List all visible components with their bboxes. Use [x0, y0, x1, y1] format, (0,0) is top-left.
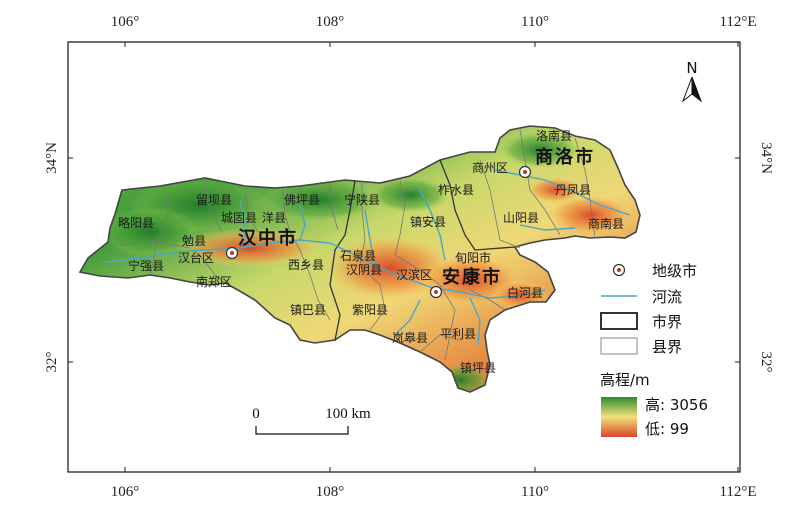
county-label-langao: 岚皋县 [392, 330, 428, 345]
county-label-chenggu: 城固县 [221, 211, 257, 225]
legend-label-river: 河流 [652, 288, 682, 306]
scale-bar-start-label: 0 [252, 406, 260, 422]
elevation-color-ramp [601, 397, 637, 437]
county-label-ningshan: 宁陕县 [344, 192, 380, 207]
county-label-hantai: 汉台区 [178, 250, 214, 265]
city-point-icon [612, 263, 626, 277]
legend-elevation-high: 高: 3056 [645, 396, 708, 414]
county-label-shangnan: 商南县 [588, 216, 624, 231]
county-label-shiquan: 石泉县 [340, 249, 376, 263]
county-label-shangzhou: 商州区 [472, 160, 508, 175]
right-tick-label-34: 34°N [758, 142, 774, 174]
top-tick-label-106: 106° [111, 14, 140, 30]
bottom-tick-label-108: 108° [316, 484, 345, 500]
county-label-hanyin: 汉阴县 [346, 263, 382, 277]
top-tick-label-110: 110° [521, 14, 549, 30]
county-label-pingli: 平利县 [440, 327, 476, 341]
city-boundaries [329, 159, 516, 341]
city-point-ankang [429, 285, 443, 299]
legend: 地级市 河流 市界 县界 高程/m 高: 3056 低: 99 [600, 262, 708, 438]
legend-elevation-low: 低: 99 [645, 420, 689, 438]
county-label-nanzheng: 南郑区 [196, 274, 232, 289]
bottom-tick-label-110: 110° [521, 484, 549, 500]
map-frame [67, 41, 741, 473]
city-label-ankang: 安康市 [442, 266, 502, 288]
county-label-lueyang: 略阳县 [118, 215, 154, 230]
legend-label-city: 地级市 [652, 262, 697, 280]
county-label-xixiang: 西乡县 [288, 258, 324, 272]
left-tick-label-34: 34°N [44, 142, 60, 174]
county-label-zhashui: 柞水县 [438, 182, 474, 197]
county-label-luonan: 洛南县 [536, 128, 572, 143]
city-point-shangluo [518, 165, 532, 179]
rivers [104, 169, 631, 346]
city-point-hanzhong [225, 246, 239, 260]
county-label-zhenping: 镇坪县 [460, 361, 496, 375]
top-tick-label-108: 108° [316, 14, 345, 30]
bottom-tick-label-106: 106° [111, 484, 140, 500]
county-label-shanyang: 山阳县 [503, 211, 539, 225]
city-label-hanzhong: 汉中市 [238, 227, 298, 249]
left-tick-label-32: 32° [44, 352, 60, 373]
scale-bar: 0 100 km [252, 406, 371, 435]
legend-elevation-title: 高程/m [600, 371, 650, 389]
county-label-baihe: 白河县 [507, 285, 543, 300]
city-label-shangluo: 商洛市 [535, 146, 595, 168]
top-tick-label-112: 112°E [719, 14, 756, 30]
county-label-zhenan: 镇安县 [410, 214, 446, 229]
top-tick-marks [68, 42, 740, 472]
north-arrow-right-icon [691, 76, 703, 103]
bottom-tick-label-112: 112°E [719, 484, 756, 500]
scale-bar-line [255, 426, 349, 435]
county-label-liuba: 留坝县 [196, 193, 232, 207]
county-label-zhenba: 镇巴县 [290, 303, 326, 317]
north-arrow-left-icon [681, 76, 693, 103]
county-label-mianxian: 勉县 [182, 234, 206, 248]
north-arrow-label: N [686, 59, 697, 77]
legend-label-city-boundary: 市界 [652, 313, 682, 331]
county-label-xunyang: 旬阳市 [455, 250, 491, 265]
right-tick-label-32: 32° [758, 352, 774, 373]
county-label-ningqiang: 宁强县 [128, 258, 164, 273]
scale-bar-end-label: 100 km [325, 406, 371, 422]
legend-label-county-boundary: 县界 [652, 338, 682, 356]
county-label-foping: 佛坪县 [284, 193, 320, 207]
county-label-ziyang: 紫阳县 [352, 303, 388, 317]
city-boundary-icon [600, 312, 638, 330]
county-label-yangxian: 洋县 [262, 210, 286, 225]
county-label-danfeng: 丹凤县 [555, 183, 591, 197]
north-arrow: N [681, 59, 703, 103]
county-label-hanbin: 汉滨区 [396, 267, 432, 282]
county-boundary-icon [600, 337, 638, 355]
